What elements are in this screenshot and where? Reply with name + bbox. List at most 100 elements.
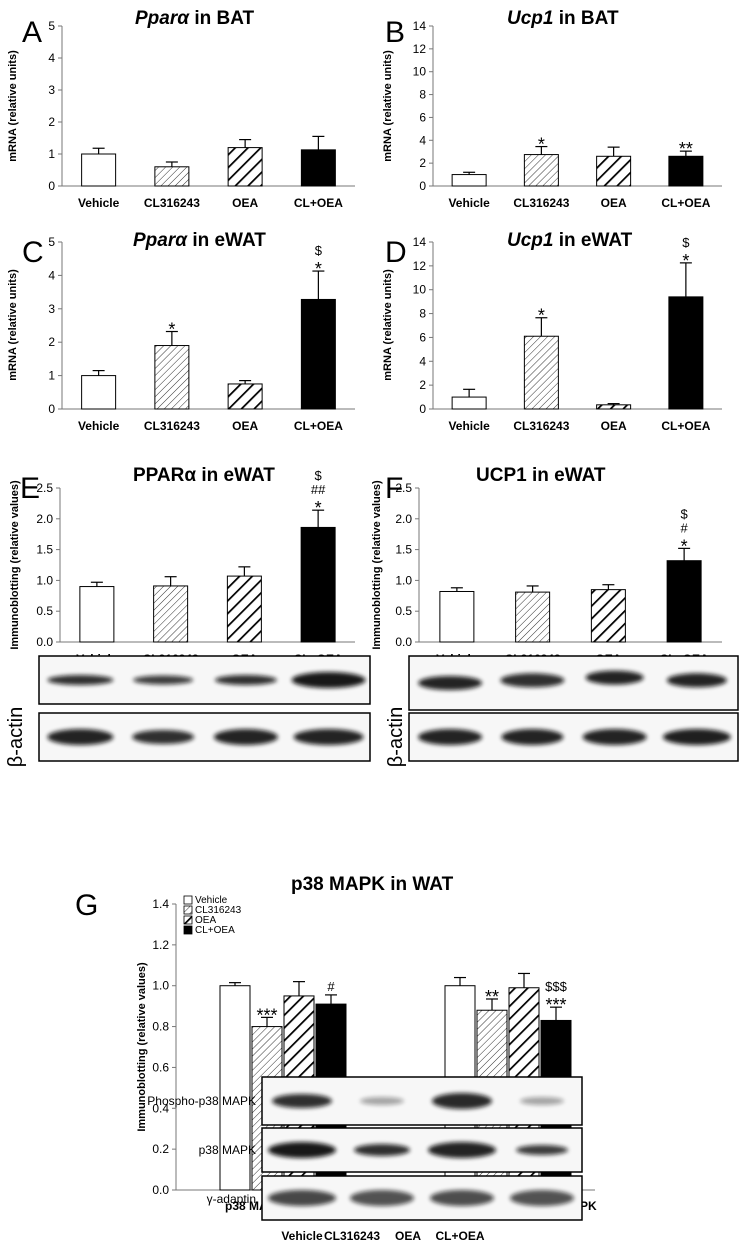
y-axis-label: mRNA (relative units) (382, 50, 394, 162)
chart-title-run: α (177, 8, 190, 29)
blot-band (213, 729, 278, 745)
y-tick-label: 2 (48, 115, 55, 129)
y-tick-label: 12 (413, 42, 427, 56)
legend-entry: CL316243 (195, 905, 242, 916)
bar (227, 383, 263, 410)
significance-label: $$$ (545, 979, 567, 994)
x-tick-label: OEA (601, 419, 627, 433)
blot-band (418, 676, 483, 690)
y-axis-label: mRNA (relative units) (382, 269, 394, 381)
blot-band (516, 1145, 568, 1155)
blot-band (662, 729, 731, 745)
blot-band (214, 675, 277, 685)
y-tick-label: 2.0 (395, 512, 412, 526)
significance-label: * (682, 251, 689, 271)
blot-band (268, 1142, 336, 1158)
y-tick-label: 1.0 (36, 573, 53, 587)
bar (300, 526, 336, 643)
blot-band (520, 1097, 564, 1105)
y-tick-label: 8 (419, 88, 426, 102)
panel-letter: G (75, 889, 98, 922)
blot-band (47, 675, 114, 685)
panel-letter: B (385, 16, 405, 49)
y-tick-label: 0 (419, 179, 426, 193)
y-axis-label: Immunoblotting (relative values) (371, 480, 383, 650)
x-tick-label: CL+OEA (661, 196, 710, 210)
significance-label: * (168, 320, 175, 340)
y-axis-label: Immunoblotting (relative values) (9, 480, 21, 650)
chart-title-run: Ppar (135, 8, 179, 29)
panel-letter: E (20, 472, 40, 505)
significance-label: * (315, 498, 322, 518)
panel-c: C Pparα in eWAT mRNA (relative units) 0 1 2 3 4… (7, 230, 355, 433)
blot-band (418, 729, 483, 745)
y-tick-label: 6 (419, 330, 426, 344)
blot-labels: β-actin β-actin Phospho-p38 MAPK p38 MAPK γ-… (5, 707, 485, 1243)
blot-lane-label: Vehicle (281, 1229, 323, 1243)
legend-swatch (183, 905, 193, 915)
bar (668, 155, 704, 187)
significance-label: * (538, 306, 545, 326)
x-tick-label: Vehicle (448, 419, 490, 433)
significance-label: $ (315, 243, 323, 258)
bar (226, 575, 262, 643)
bar (219, 985, 251, 1191)
panel-letter: C (22, 236, 44, 269)
bar (596, 155, 632, 187)
x-tick-label: Vehicle (448, 196, 490, 210)
bar (300, 298, 336, 410)
x-tick-label: OEA (601, 196, 627, 210)
chart-title: Ucp1 in eWAT (507, 230, 633, 251)
bar (668, 296, 704, 410)
y-tick-label: 0.2 (152, 1142, 169, 1156)
y-tick-label: 8 (419, 307, 426, 321)
legend-entry: CL+OEA (195, 925, 235, 936)
panel-letter: D (385, 236, 407, 269)
y-tick-label: 3 (48, 302, 55, 316)
blot-lane-label: CL316243 (324, 1229, 380, 1243)
y-tick-label: 0.0 (152, 1183, 169, 1197)
y-tick-label: 5 (48, 19, 55, 33)
y-tick-label: 2 (419, 156, 426, 170)
x-tick-label: CL316243 (144, 419, 200, 433)
bar (666, 560, 702, 643)
blot-row-label: Phospho-p38 MAPK (147, 1094, 256, 1108)
chart-title: Ucp1 in BAT (507, 8, 619, 29)
y-axis-label: mRNA (relative units) (7, 50, 19, 162)
y-tick-label: 4 (419, 354, 426, 368)
chart-title-run: Ppar (133, 230, 177, 251)
y-tick-label: 1 (48, 369, 55, 383)
blot-band (293, 729, 364, 745)
y-tick-label: 0 (48, 179, 55, 193)
y-tick-label: 0 (48, 402, 55, 416)
blot-band (585, 670, 644, 685)
blot-band (666, 673, 727, 688)
blot-g-p38 (261, 1127, 583, 1173)
significance-label: *** (256, 1005, 277, 1025)
significance-label: ** (679, 139, 693, 159)
blot-band (47, 729, 114, 745)
blot-band (582, 729, 647, 745)
y-tick-label: 1.2 (152, 938, 169, 952)
significance-label: # (681, 520, 689, 535)
blot-band (501, 729, 564, 745)
y-axis-label: mRNA (relative units) (7, 269, 19, 381)
significance-label: * (538, 135, 545, 155)
significance-label: $ (315, 468, 323, 483)
y-tick-label: 2.5 (36, 481, 53, 495)
significance-label: ** (485, 987, 499, 1007)
bar (227, 147, 263, 187)
blot-lane-label: OEA (395, 1229, 421, 1243)
significance-label: # (327, 979, 335, 994)
significance-label: * (315, 259, 322, 279)
blot-band (133, 675, 194, 685)
y-tick-label: 1.5 (36, 543, 53, 557)
x-tick-label: OEA (232, 196, 258, 210)
y-tick-label: 2 (48, 335, 55, 349)
blot-band (291, 672, 366, 688)
x-tick-label: Vehicle (78, 196, 120, 210)
blot-f-target (408, 655, 739, 711)
y-tick-label: 0.0 (36, 635, 53, 649)
y-tick-label: 10 (413, 283, 427, 297)
